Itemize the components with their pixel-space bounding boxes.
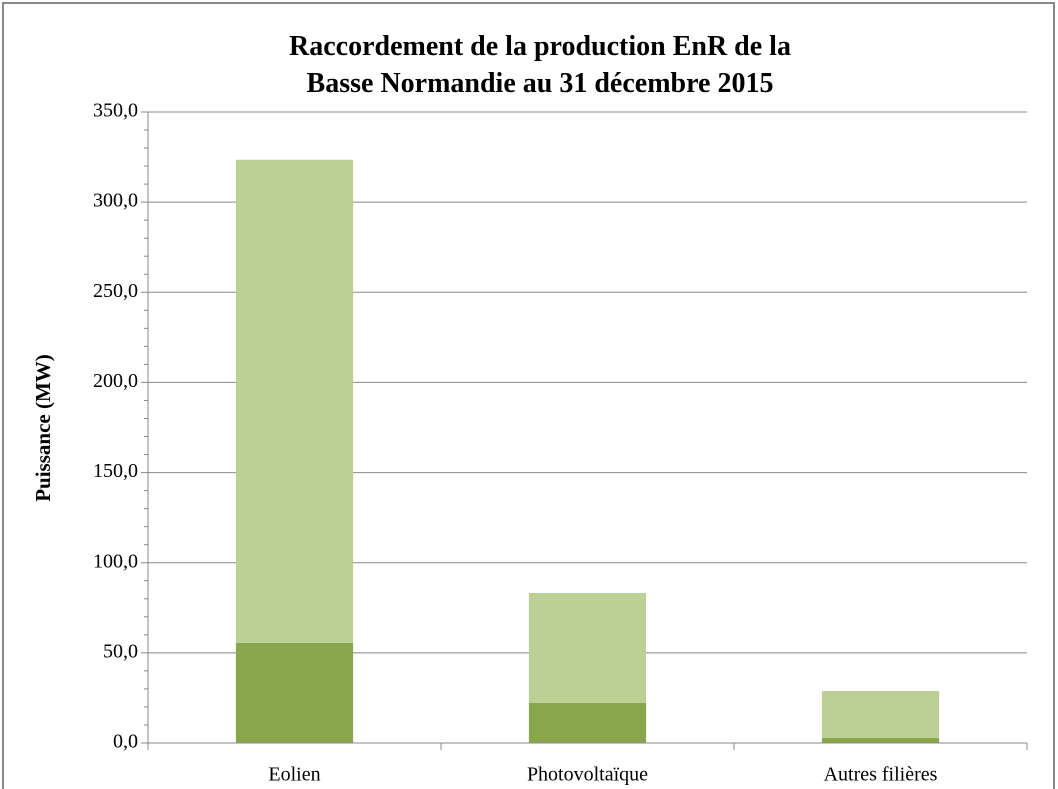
y-tick-label: 50,0 (103, 640, 138, 662)
y-tick-label: 0,0 (113, 731, 138, 753)
y-tick-label: 100,0 (93, 550, 138, 572)
x-tick-label: Autres filières (824, 764, 938, 786)
y-tick-label: 300,0 (93, 190, 138, 212)
y-axis-label: Puissance (MW) (31, 354, 55, 502)
y-tick-label: 350,0 (93, 100, 138, 122)
x-tick-label: Photovoltaïque (527, 764, 648, 786)
y-tick-label: 250,0 (93, 280, 138, 302)
x-tick-label: Eolien (268, 764, 320, 786)
bar (235, 642, 354, 743)
bar (235, 159, 354, 643)
bar (821, 691, 940, 738)
y-tick-label: 150,0 (93, 460, 138, 482)
chart-title: Raccordement de la production EnR de la … (289, 31, 791, 99)
bar (528, 593, 647, 703)
y-tick-label: 200,0 (93, 370, 138, 392)
bar (528, 702, 647, 743)
bar (821, 737, 940, 743)
